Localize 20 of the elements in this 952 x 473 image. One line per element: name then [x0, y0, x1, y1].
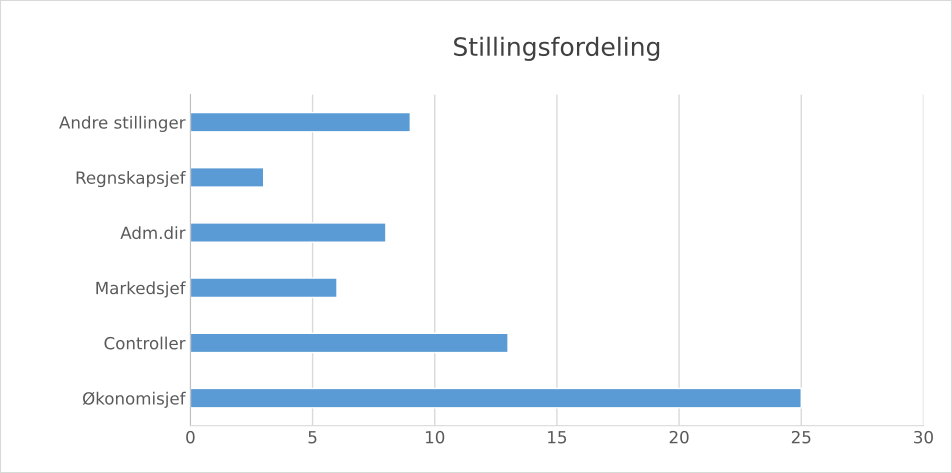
y-tick-label: Økonomisjef — [82, 392, 186, 408]
x-tick-label: 25 — [792, 430, 810, 444]
bar — [190, 388, 802, 408]
x-tick-label: 20 — [670, 430, 689, 444]
x-tick-label: 30 — [914, 430, 933, 444]
bar — [190, 112, 412, 133]
y-tick-label: Controller — [104, 336, 186, 350]
bar — [190, 167, 264, 188]
bar — [190, 277, 338, 298]
x-tick-label: 5 — [308, 431, 316, 444]
x-tick-label: 10 — [426, 430, 444, 444]
bar — [190, 332, 509, 354]
x-tick-label: 15 — [548, 431, 566, 444]
x-tick-label: 0 — [186, 430, 195, 444]
y-tick-label: Adm.dir — [120, 226, 186, 240]
y-tick-label: Andre stillinger — [59, 116, 186, 132]
y-tick-label: Markedsjef — [96, 281, 186, 298]
y-tick-label: Regnskapsjef — [76, 171, 186, 188]
bar — [190, 222, 387, 243]
chart-title: Stillingsfordeling — [454, 36, 660, 61]
